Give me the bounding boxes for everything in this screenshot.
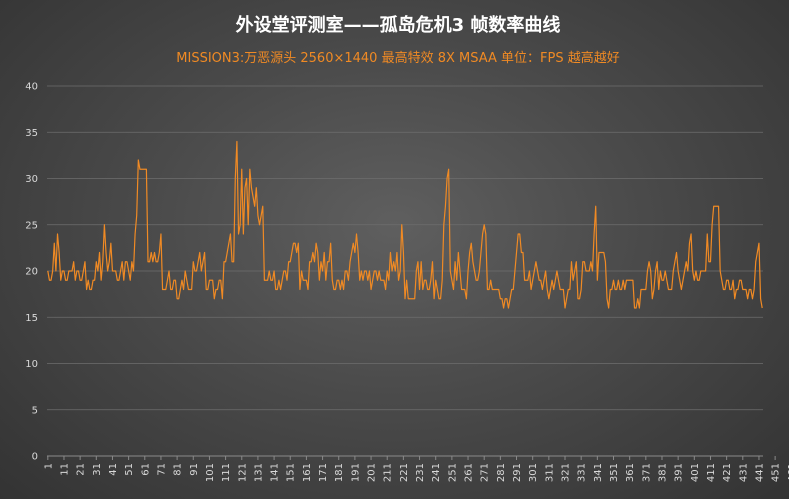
x-tick-label: 161 (302, 463, 313, 482)
x-tick-label: 61 (140, 463, 151, 476)
x-tick-label: 231 (415, 463, 426, 482)
gridlines (47, 85, 763, 411)
x-tick-label: 291 (512, 463, 523, 482)
x-tick-label: 211 (383, 463, 394, 482)
x-tick-label: 71 (156, 463, 167, 476)
y-tick-label: 10 (25, 359, 38, 370)
y-tick-label: 0 (32, 452, 38, 463)
x-tick-label: 391 (674, 463, 685, 482)
x-tick-label: 321 (561, 463, 572, 482)
x-tick-label: 281 (496, 463, 507, 482)
y-tick-label: 20 (25, 267, 38, 278)
x-tick-label: 191 (350, 463, 361, 482)
x-tick-label: 451 (771, 463, 782, 482)
x-tick-label: 81 (173, 463, 184, 476)
chart-title: 外设堂评测室——孤岛危机3 帧数率曲线 (236, 14, 561, 36)
y-tick-label: 15 (25, 313, 38, 324)
series-group (47, 140, 763, 309)
x-tick-label: 111 (221, 463, 232, 482)
x-tick-label: 251 (447, 463, 458, 482)
x-tick-label: 101 (205, 463, 216, 482)
x-tick-label: 41 (108, 463, 119, 476)
x-tick-label: 141 (270, 463, 281, 482)
y-tick-label: 25 (25, 220, 38, 231)
y-tick-label: 35 (25, 128, 38, 139)
x-tick-label: 301 (528, 463, 539, 482)
x-tick-label: 431 (738, 463, 749, 482)
x-tick-label: 201 (367, 463, 378, 482)
x-tick-label: 221 (399, 463, 410, 482)
x-tick-label: 351 (609, 463, 620, 482)
y-tick-label: 30 (25, 174, 38, 185)
x-tick-label: 121 (237, 463, 248, 482)
x-tick-label: 461 (787, 463, 789, 482)
y-tick-label: 40 (25, 82, 38, 93)
y-tick-label: 5 (32, 405, 38, 416)
x-tick-label: 371 (641, 463, 652, 482)
x-tick-label: 21 (76, 463, 87, 476)
x-tick-label: 91 (189, 463, 200, 476)
x-tick-label: 181 (334, 463, 345, 482)
x-tick-label: 411 (706, 463, 717, 482)
x-tick-label: 421 (722, 463, 733, 482)
x-tick-label: 171 (318, 463, 329, 482)
x-tick-label: 271 (480, 463, 491, 482)
x-tick-label: 401 (690, 463, 701, 482)
x-tick-label: 341 (593, 463, 604, 482)
chart-subtitle: MISSION3:万恶源头 2560×1440 最高特效 8X MSAA 单位：… (176, 50, 619, 66)
x-tick-label: 381 (657, 463, 668, 482)
x-tick-label: 11 (59, 463, 70, 476)
x-tick-label: 151 (286, 463, 297, 482)
x-tick-label: 311 (544, 463, 555, 482)
x-tick-label: 1 (43, 463, 54, 469)
x-tick-label: 441 (754, 463, 765, 482)
x-tick-label: 241 (431, 463, 442, 482)
y-axis-ticks: 0 5 10 15 20 25 30 35 40 (25, 82, 38, 463)
x-tick-label: 51 (124, 463, 135, 476)
x-tick-label: 261 (464, 463, 475, 482)
x-tick-label: 31 (92, 463, 103, 476)
x-axis-ticks: 1 11 21 31 41 51 61 71 81 91 101 111 121 131 141 151 161… (43, 456, 789, 482)
x-tick-label: 331 (577, 463, 588, 482)
x-tick-label: 361 (625, 463, 636, 482)
series-line-1 (47, 140, 763, 309)
x-tick-label: 131 (253, 463, 264, 482)
